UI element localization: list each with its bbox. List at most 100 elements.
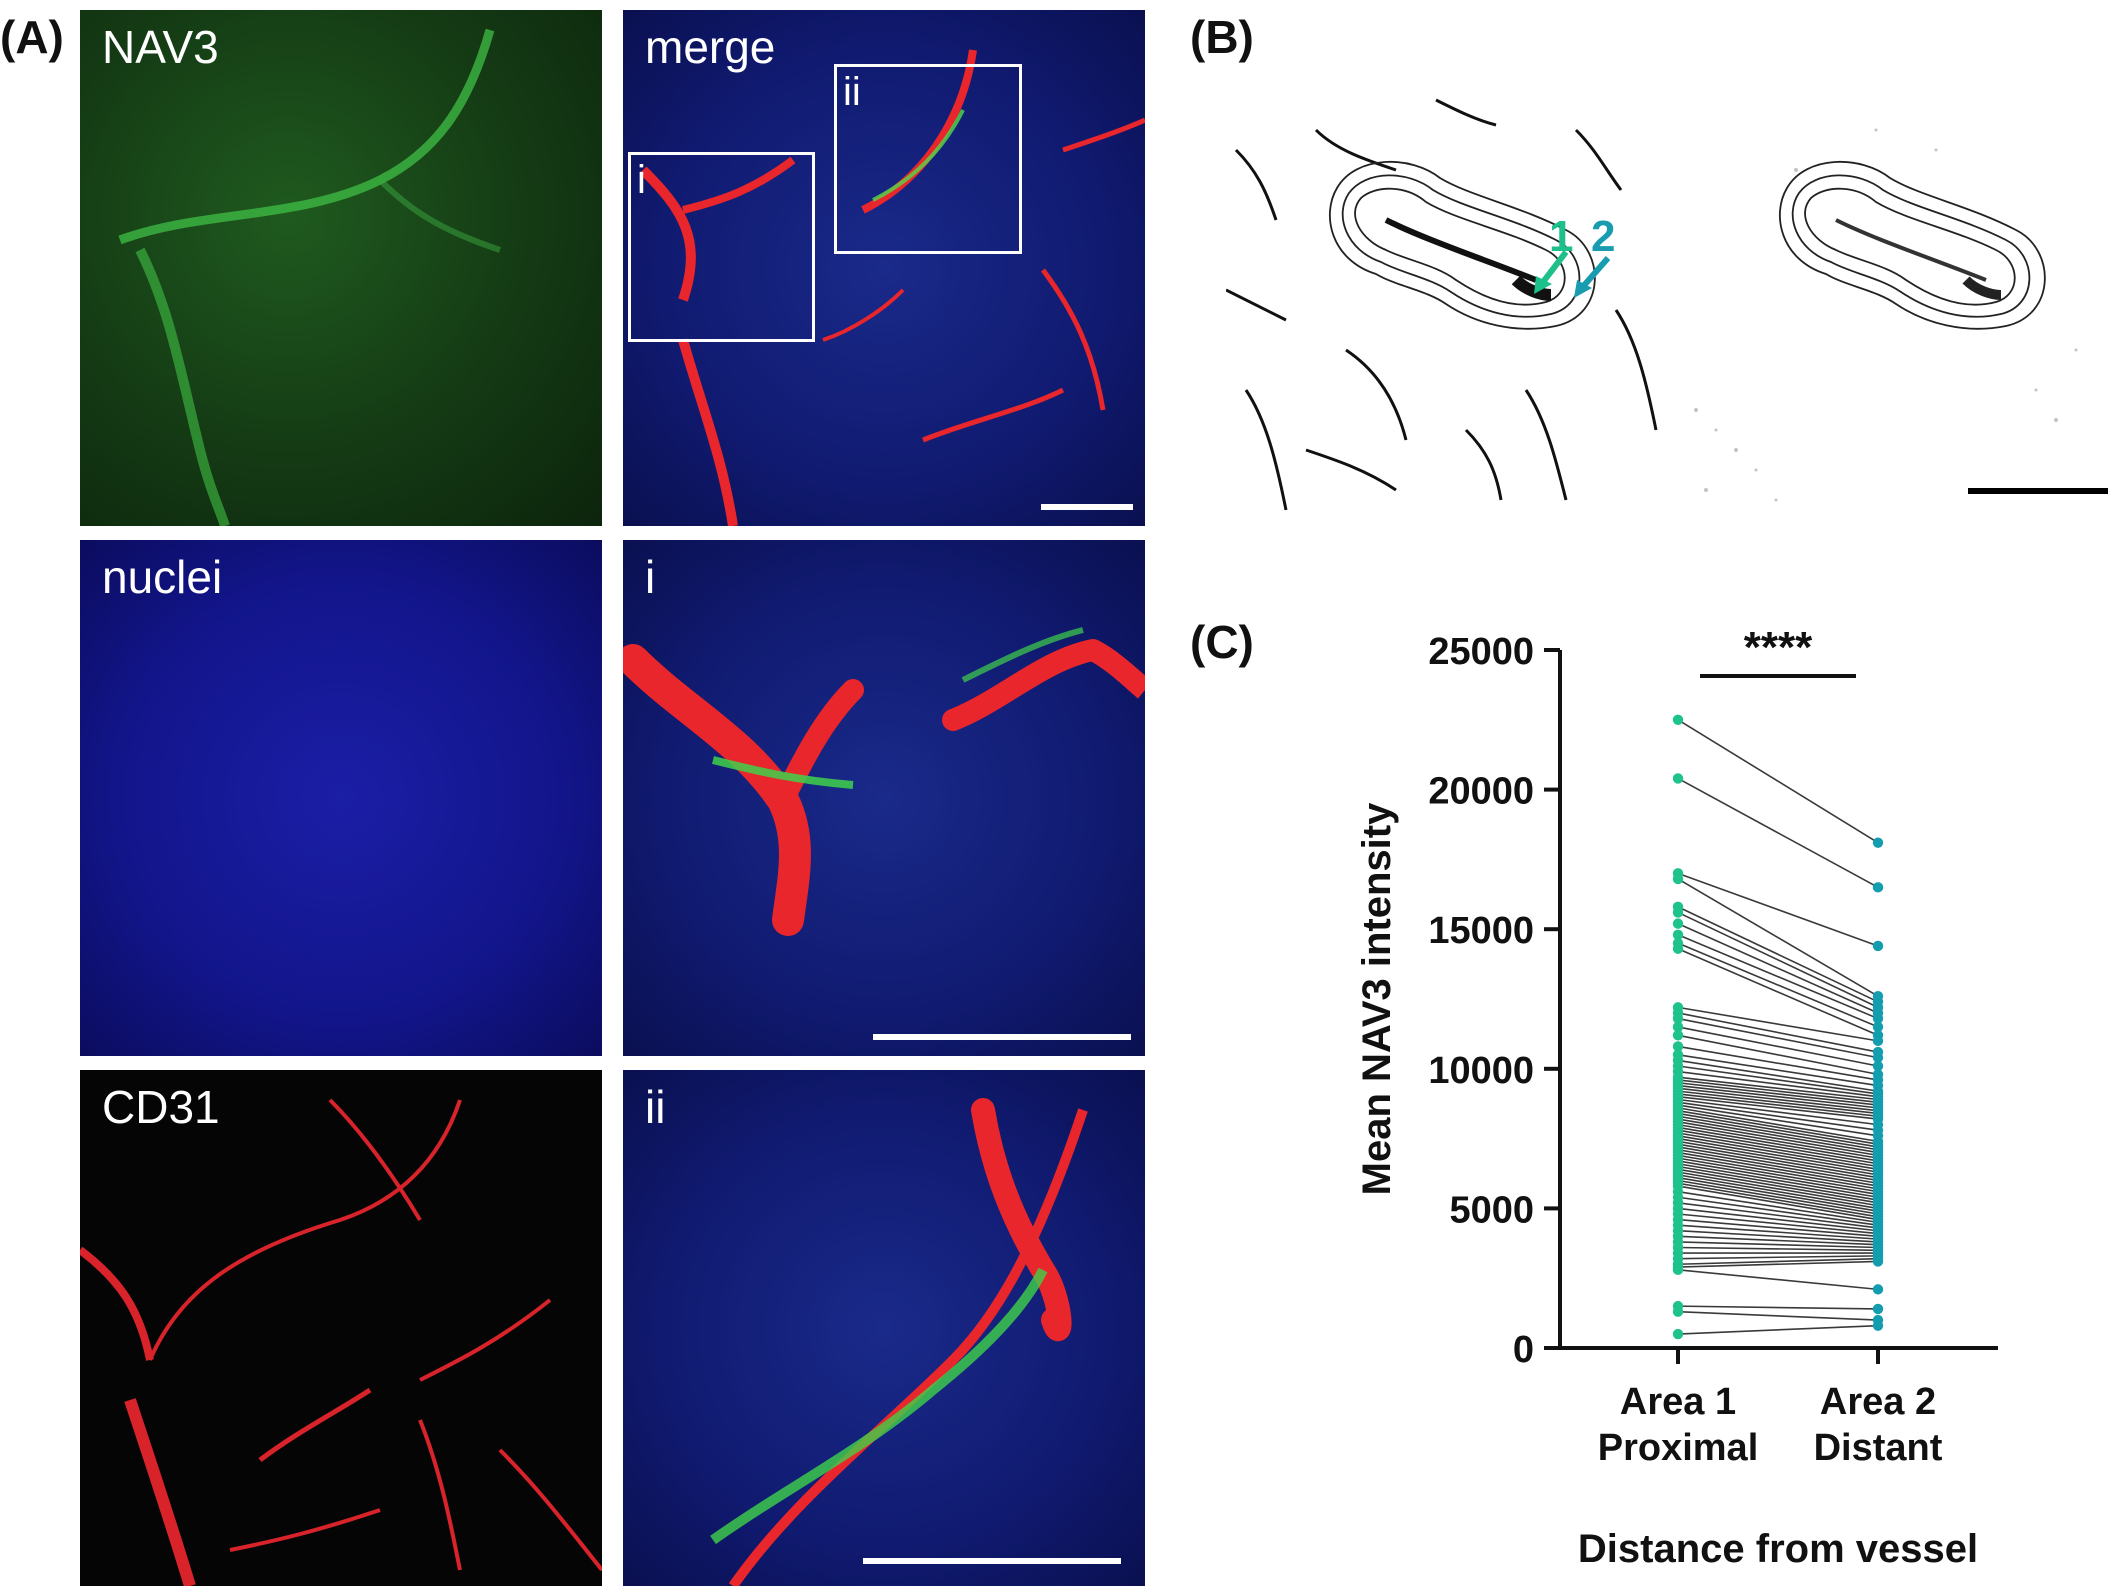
pair-line [1677, 878, 1879, 997]
proximal-point [1672, 929, 1684, 940]
merge-label: merge [645, 21, 776, 73]
pair-line [1677, 1148, 1879, 1185]
proximal-point [1672, 907, 1684, 918]
pair-line [1677, 1065, 1879, 1095]
pair-line [1677, 1310, 1879, 1321]
nuclei-label: nuclei [102, 551, 223, 603]
pair-line [1677, 1098, 1879, 1126]
pair-line [1677, 1235, 1879, 1246]
pair-line [1677, 1305, 1879, 1310]
pair-line [1677, 1241, 1879, 1249]
pair-line [1677, 1079, 1879, 1104]
pair-line [1677, 1123, 1879, 1159]
pair-line [1677, 1260, 1879, 1268]
pair-line [1677, 1213, 1879, 1235]
pair-line [1677, 1054, 1879, 1087]
pair-line [1677, 1176, 1879, 1212]
distant-point [1872, 940, 1884, 952]
pair-line [1677, 1157, 1879, 1193]
inset-ii-vessel-pattern [710, 1098, 1088, 1586]
inset-box-ii-label: ii [843, 70, 861, 114]
y-tick-label: 0 [1513, 1329, 1534, 1371]
pair-line [1677, 1269, 1879, 1291]
pair-line [1677, 1059, 1879, 1092]
nuclei-micrograph: nuclei [80, 540, 602, 1056]
pair-line [1677, 1132, 1879, 1168]
pair-line [1677, 1185, 1879, 1221]
proximal-point [1672, 1013, 1684, 1024]
pair-line [1677, 1012, 1879, 1053]
pair-line [1677, 1171, 1879, 1207]
nav3-binary-pattern [1694, 128, 2078, 502]
pair-line [1677, 1034, 1879, 1076]
merge-scale-bar [1041, 504, 1133, 510]
proximal-point [1672, 773, 1684, 784]
panel-b-letter: (B) [1190, 11, 1254, 63]
pair-line [1677, 1090, 1879, 1115]
pair-line [1677, 1255, 1879, 1260]
proximal-point [1672, 1021, 1684, 1033]
cd31-micrograph: CD31 [80, 1070, 602, 1586]
pair-line [1677, 906, 1879, 1003]
inset-ii-label: ii [645, 1081, 666, 1133]
distant-point [1872, 1320, 1884, 1331]
pair-line [1677, 872, 1879, 947]
panel-a-letter: (A) [0, 11, 64, 63]
pair-line [1677, 1168, 1879, 1204]
inset-box-i [628, 152, 815, 342]
proximal-point [1672, 1030, 1684, 1041]
pair-line [1677, 1084, 1879, 1109]
pair-line [1677, 948, 1879, 1037]
pair-line [1677, 1087, 1879, 1112]
pair-line [1677, 1081, 1879, 1106]
pair-line [1677, 1093, 1879, 1118]
y-tick-label: 15000 [1428, 910, 1534, 952]
pair-line [1677, 942, 1879, 1028]
inset-i-label: i [645, 551, 656, 603]
cd31-vessel-pattern [80, 1098, 602, 1586]
pair-line [1677, 1182, 1879, 1218]
pair-line [1677, 1196, 1879, 1226]
distant-point [1872, 1284, 1884, 1295]
merge-micrograph: i ii merge [623, 10, 1145, 526]
inset-ii-micrograph: ii [623, 1070, 1145, 1586]
proximal-point [1672, 1306, 1684, 1317]
pair-line [1677, 1137, 1879, 1173]
x-category-label-line1: Area 2 [1820, 1381, 1936, 1423]
pair-line [1677, 1324, 1879, 1335]
nav3-vessel-pattern [118, 28, 501, 526]
distant-point [1872, 1060, 1884, 1072]
x-category-label-line2: Distant [1814, 1427, 1943, 1469]
inset-ii-scale-bar [863, 1558, 1121, 1564]
proximal-point [1672, 1041, 1684, 1052]
distant-point [1872, 837, 1884, 848]
pair-line [1677, 1026, 1879, 1067]
inset-box-i-label: i [637, 158, 646, 202]
pair-line [1677, 1045, 1879, 1081]
merge-vessel-pattern [639, 49, 1145, 526]
pair-line [1677, 1129, 1879, 1165]
pair-line [1677, 1179, 1879, 1215]
pair-line [1677, 719, 1879, 844]
pair-line [1677, 911, 1879, 1009]
cd31-binary-pattern [1226, 98, 1658, 511]
pair-line [1677, 1257, 1879, 1266]
y-tick-label: 10000 [1428, 1050, 1534, 1092]
proximal-point [1672, 943, 1684, 954]
proximal-point [1672, 1328, 1684, 1340]
cd31-label: CD31 [102, 1081, 220, 1133]
arrow-2-label: 2 [1591, 212, 1616, 261]
pair-line [1677, 1154, 1879, 1190]
pair-line [1677, 1174, 1879, 1210]
pair-line [1677, 1246, 1879, 1252]
pair-line [1677, 1006, 1879, 1042]
inset-i-scale-bar [873, 1034, 1131, 1040]
pair-line [1677, 1162, 1879, 1199]
pair-line [1677, 1202, 1879, 1229]
pair-line [1677, 934, 1879, 1020]
pair-line [1677, 1118, 1879, 1154]
nav3-micrograph: NAV3 [80, 10, 602, 526]
panel-c-letter: (C) [1190, 616, 1254, 668]
pair-line [1677, 1207, 1879, 1232]
